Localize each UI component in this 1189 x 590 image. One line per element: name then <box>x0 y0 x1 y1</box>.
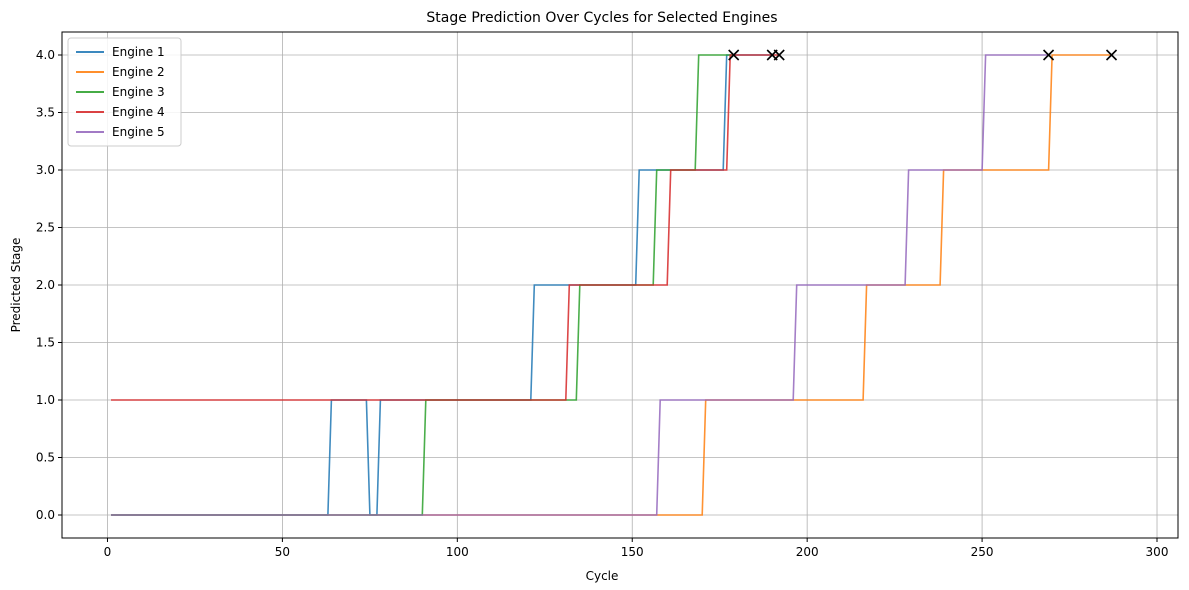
legend-label: Engine 4 <box>112 105 165 119</box>
y-tick-label: 3.0 <box>36 163 55 177</box>
x-tick-label: 150 <box>621 545 644 559</box>
series-line-engine-5 <box>111 54 1049 516</box>
y-tick-label: 0.0 <box>36 508 55 522</box>
legend-label: Engine 5 <box>112 125 165 139</box>
end-markers <box>728 49 1118 61</box>
x-axis-ticks: 0 50 100 150 200 250 300 <box>104 538 1169 559</box>
end-marker <box>728 49 740 61</box>
y-axis-label: Predicted Stage <box>9 238 23 333</box>
y-axis-ticks: 0.0 0.5 1.0 1.5 2.0 2.5 3.0 3.5 4.0 <box>36 48 62 522</box>
end-marker <box>1042 49 1055 61</box>
legend-label: Engine 2 <box>112 65 165 79</box>
x-tick-label: 0 <box>104 545 112 559</box>
end-marker <box>773 49 785 61</box>
y-tick-label: 2.0 <box>36 278 55 292</box>
series-lines <box>111 54 1112 516</box>
x-tick-label: 300 <box>1146 545 1169 559</box>
y-tick-label: 1.0 <box>36 393 55 407</box>
legend-label: Engine 3 <box>112 85 165 99</box>
legend-box <box>67 37 182 147</box>
y-tick-label: 2.5 <box>36 221 55 235</box>
y-tick-label: 1.5 <box>36 336 55 350</box>
y-tick-label: 3.5 <box>36 106 55 120</box>
y-tick-label: 0.5 <box>36 451 55 465</box>
x-tick-label: 200 <box>796 545 819 559</box>
x-tick-label: 50 <box>275 545 290 559</box>
end-marker <box>1105 49 1118 61</box>
legend: Engine 1 Engine 2 Engine 3 Engine 4 Engine 5 <box>67 37 182 147</box>
chart-title: Stage Prediction Over Cycles for Selecte… <box>426 10 777 26</box>
series-line-engine-4 <box>111 54 780 401</box>
x-tick-label: 250 <box>971 545 994 559</box>
x-tick-label: 100 <box>446 545 469 559</box>
x-axis-label: Cycle <box>586 569 619 583</box>
y-tick-label: 4.0 <box>36 48 55 62</box>
legend-label: Engine 1 <box>112 45 165 59</box>
